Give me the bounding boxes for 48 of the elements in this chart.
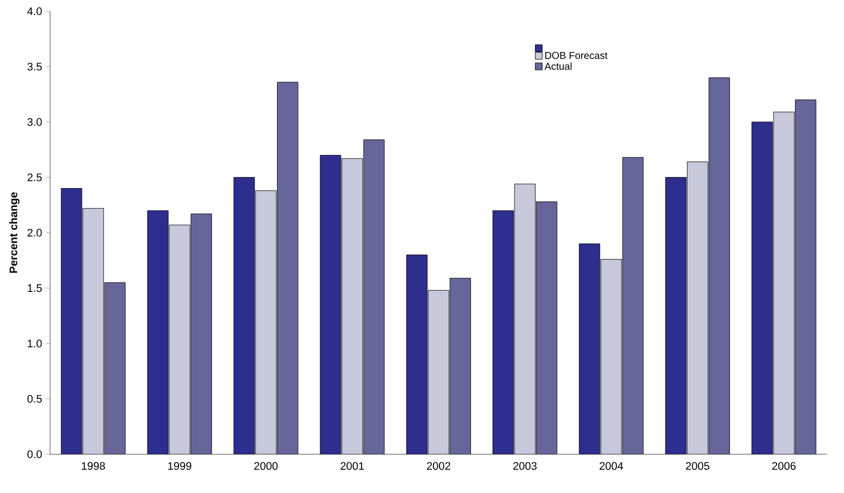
x-tick-label: 2006: [772, 462, 796, 470]
y-tick-label: 3.5: [27, 62, 42, 70]
y-axis-title: Percent change: [9, 192, 20, 273]
x-tick-label: 2005: [686, 462, 710, 470]
bar: [492, 210, 514, 454]
bar: [406, 254, 428, 454]
bar: [536, 202, 557, 454]
bar: [61, 188, 82, 454]
bar: [234, 177, 255, 454]
y-tick-label: 2.0: [28, 228, 42, 237]
y-tick-label: 0.0: [27, 450, 42, 458]
bar: [428, 290, 449, 454]
x-tick-label: 2003: [513, 462, 537, 470]
y-tick-label: 4.0: [27, 7, 42, 16]
x-tick-label: 2000: [254, 462, 278, 470]
bar: [708, 78, 730, 454]
y-tick-label: 0.5: [27, 394, 42, 403]
x-tick-label: 1999: [168, 462, 192, 470]
y-tick-label: 1.0: [28, 340, 42, 348]
bar: [600, 259, 622, 454]
bar: [450, 278, 471, 454]
x-tick-label: 2001: [340, 462, 364, 470]
bar: [579, 244, 600, 454]
bar: [665, 177, 686, 454]
bar: [622, 157, 644, 454]
bar: [773, 112, 795, 454]
legend-label: Actual: [544, 62, 572, 70]
legend-label: DOB Forecast: [545, 52, 608, 59]
bar: [795, 100, 816, 454]
y-tick-label: 2.5: [28, 173, 42, 182]
bar: [169, 224, 190, 454]
x-tick-label: 2002: [426, 462, 450, 470]
bar: [256, 190, 276, 454]
y-tick-label: 1.5: [28, 284, 42, 292]
bar: [342, 158, 363, 454]
x-tick-label: 1998: [82, 462, 105, 470]
bar: [752, 122, 773, 454]
bar: [320, 155, 341, 454]
bar: [82, 208, 104, 454]
bar: [514, 184, 536, 454]
y-tick-label: 3.0: [27, 118, 42, 126]
bar: [364, 140, 384, 454]
x-tick-label: 2004: [600, 462, 624, 470]
bar: [687, 162, 708, 454]
bar: [190, 214, 212, 454]
bar: [104, 282, 126, 454]
bar: [148, 210, 168, 454]
bar: [277, 82, 298, 454]
